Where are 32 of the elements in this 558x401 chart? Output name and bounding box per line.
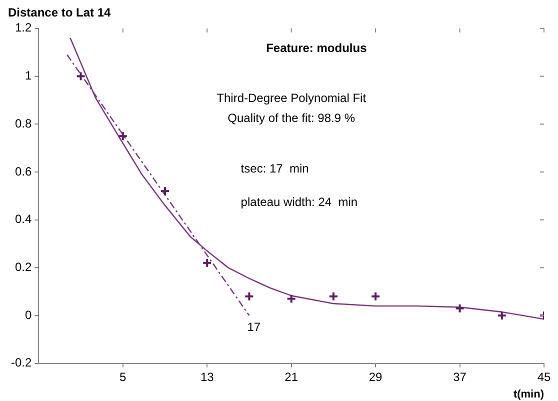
- x-tick-label: 5: [120, 370, 127, 384]
- x-tick-label: 45: [537, 370, 551, 384]
- point: [496, 310, 507, 321]
- point: [370, 291, 381, 302]
- y-tick-label: 0.4: [14, 212, 32, 226]
- x-tick-label: 37: [453, 370, 467, 384]
- point: [160, 186, 170, 196]
- point: [202, 258, 212, 268]
- point: [118, 131, 128, 142]
- point: [454, 303, 465, 314]
- annotation: plateau width: 24 min: [240, 194, 358, 209]
- point: [328, 291, 338, 302]
- y-tick-label: -0.2: [10, 356, 32, 370]
- annotation: Quality of the fit: 98.9 %: [228, 111, 356, 126]
- y-tick-label: 0: [24, 308, 32, 322]
- y-tick-label: 0.2: [14, 260, 32, 274]
- annotation: Feature: modulus: [266, 40, 368, 55]
- x-tick-label: 13: [200, 370, 214, 384]
- point: [244, 291, 254, 302]
- annotation: Third-Degree Polynomial Fit: [216, 91, 367, 106]
- y-tick-label: 1.2: [14, 20, 32, 35]
- y-tick-label: 1: [24, 68, 32, 83]
- y-tick-label: 0.8: [14, 116, 32, 130]
- point: [76, 71, 86, 82]
- y-tick-label: 0.6: [14, 164, 32, 178]
- annotation: 17: [247, 320, 261, 334]
- x-axis-title: t(min): [513, 388, 544, 400]
- annotation: tsec: 17 min: [240, 161, 309, 176]
- x-tick-label: 21: [284, 370, 298, 384]
- x-tick-label: 29: [368, 370, 383, 384]
- chart-title: Distance to Lat 14: [8, 6, 112, 20]
- point: [286, 294, 296, 304]
